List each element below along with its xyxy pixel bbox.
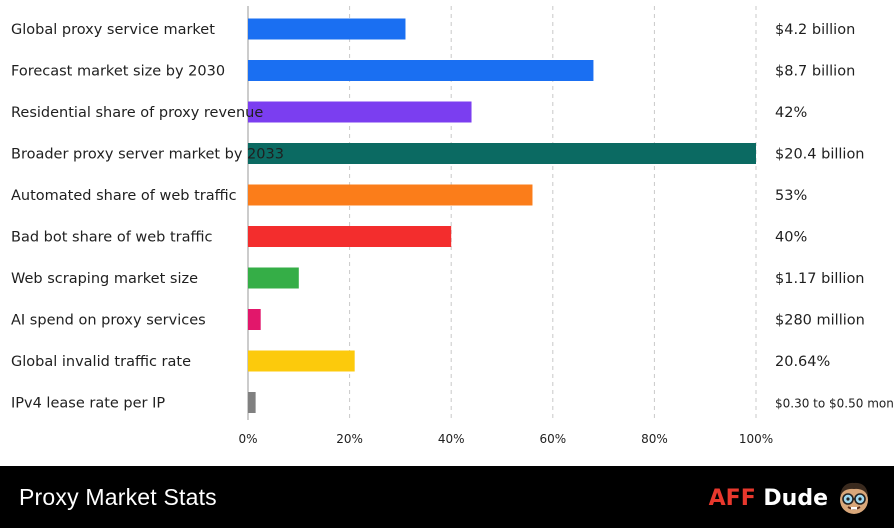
value-label: $8.7 billion [775, 64, 855, 80]
category-label: Global proxy service market [11, 22, 215, 38]
value-labels: $4.2 billion $8.7 billion 42% $20.4 billion… [775, 22, 894, 411]
category-label: Automated share of web traffic [11, 188, 237, 204]
bar-chart: Global proxy service market Forecast mark… [11, 6, 894, 446]
x-axis-ticks: 0% 20% 40% 60% 80% 100% [238, 432, 773, 446]
x-tick-label: 60% [539, 432, 566, 446]
category-labels: Global proxy service market Forecast mark… [11, 22, 284, 412]
category-label: IPv4 lease rate per IP [11, 396, 165, 412]
x-tick-label: 0% [238, 432, 257, 446]
brand-dude: Dude [763, 485, 828, 511]
bar-global-invalid-traffic-rate [248, 350, 355, 372]
category-label: Bad bot share of web traffic [11, 230, 213, 246]
x-tick-label: 100% [739, 432, 773, 446]
brand-aff: AFF [708, 485, 756, 511]
category-label: AI spend on proxy services [11, 313, 206, 329]
value-label: $4.2 billion [775, 22, 855, 38]
x-tick-label: 20% [336, 432, 363, 446]
brand-logo: AFF Dude [709, 478, 874, 518]
category-label: Global invalid traffic rate [11, 354, 191, 370]
value-label: $1.17 billion [775, 271, 865, 287]
value-label: 40% [775, 230, 807, 246]
value-label: $20.4 billion [775, 147, 865, 163]
bar-broader-proxy-server-market-by-2033 [248, 143, 756, 164]
bars [248, 18, 756, 413]
bar-ai-spend-on-proxy-services [248, 309, 261, 330]
value-label: 20.64% [775, 354, 830, 370]
bar-global-proxy-service-market [248, 18, 406, 40]
x-tick-label: 40% [438, 432, 465, 446]
value-label: $0.30 to $0.50 monthly [775, 397, 894, 411]
bar-bad-bot-share-of-web-traffic [248, 226, 452, 247]
category-label: Web scraping market size [11, 271, 198, 287]
footer-bar: Proxy Market Stats AFF Dude [0, 466, 894, 528]
footer-title: Proxy Market Stats [19, 484, 217, 510]
brand-name: AFF Dude [709, 486, 828, 511]
bar-ipv4-lease-rate-per-ip [248, 392, 256, 413]
bar-residential-share-of-proxy-revenue [248, 101, 472, 123]
x-tick-label: 80% [641, 432, 668, 446]
category-label: Forecast market size by 2030 [11, 64, 225, 80]
nerd-mascot-icon [840, 482, 868, 514]
value-label: 53% [775, 188, 807, 204]
value-label: 42% [775, 105, 807, 121]
value-label: $280 million [775, 313, 865, 329]
category-label: Residential share of proxy revenue [11, 105, 263, 121]
category-label: Broader proxy server market by 2033 [11, 147, 284, 163]
bar-forecast-market-size-by-2030 [248, 60, 594, 81]
bar-automated-share-of-web-traffic [248, 184, 533, 206]
bar-web-scraping-market-size [248, 267, 299, 289]
